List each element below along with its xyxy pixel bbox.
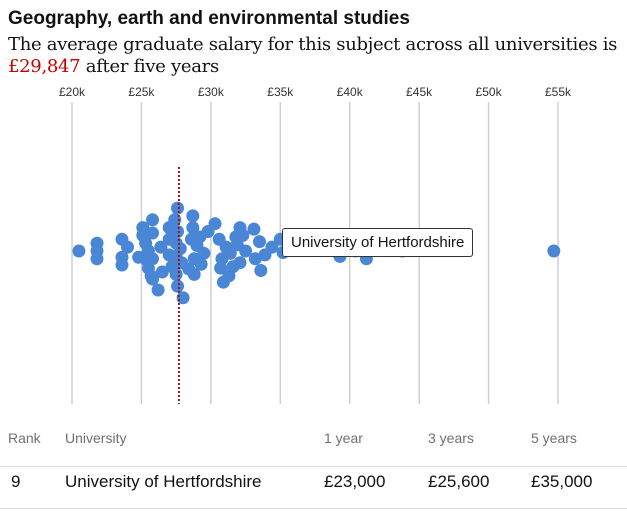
- university-dot-17[interactable]: [146, 213, 160, 227]
- university-dot-64[interactable]: [247, 222, 261, 236]
- university-dot-18[interactable]: [146, 226, 160, 240]
- col-header-3-years: 3 years: [428, 430, 474, 446]
- university-dot-37[interactable]: [176, 291, 190, 305]
- x-axis-ticks: £20k £25k £30k £35k £40k £45k £50k £55k: [59, 85, 572, 99]
- col-header-1-year: 1 year: [324, 430, 363, 446]
- university-dots: [72, 201, 561, 305]
- subtitle-suffix: after five years: [80, 56, 219, 77]
- university-dot-41[interactable]: [186, 221, 200, 235]
- col-header-rank: Rank: [8, 430, 41, 446]
- x-tick-label-4: £35k: [267, 85, 294, 99]
- average-salary: £29,847: [8, 56, 81, 77]
- university-dot-66[interactable]: [252, 235, 266, 249]
- row-university: University of Hertfordshire: [65, 472, 262, 491]
- tooltip-university: University of Hertfordshire: [282, 228, 474, 257]
- university-dot-22[interactable]: [154, 240, 168, 254]
- university-dot-65[interactable]: [248, 252, 262, 266]
- university-dot-60[interactable]: [233, 256, 247, 270]
- university-dot-31[interactable]: [169, 267, 183, 281]
- chart-subtitle: The average graduate salary for this sub…: [8, 34, 620, 78]
- university-dot-32[interactable]: [171, 201, 185, 215]
- x-tick-label-7: £50k: [476, 85, 503, 99]
- x-tick-label-5: £40k: [337, 85, 364, 99]
- university-dot-47[interactable]: [197, 246, 211, 260]
- subtitle-text: The average graduate salary for this sub…: [8, 34, 618, 55]
- salary-beeswarm-chart: £20k £25k £30k £35k £40k £45k £50k £55k: [59, 85, 572, 404]
- col-header-5-years: 5 years: [531, 430, 577, 446]
- x-tick-label-1: £20k: [59, 85, 86, 99]
- university-dot-1[interactable]: [72, 244, 86, 258]
- row-5-years-salary: £35,000: [531, 472, 593, 491]
- university-dot-8[interactable]: [115, 258, 129, 272]
- university-dot-33[interactable]: [171, 225, 185, 238]
- x-tick-label-3: £30k: [198, 85, 225, 99]
- university-dot-34[interactable]: [171, 279, 185, 293]
- col-header-university: University: [65, 430, 127, 446]
- row-1-year-salary: £23,000: [324, 472, 386, 491]
- x-tick-label-6: £45k: [406, 85, 433, 99]
- x-tick-label-2: £25k: [128, 85, 155, 99]
- university-dot-69[interactable]: [265, 240, 279, 254]
- university-dot-19[interactable]: [146, 252, 160, 266]
- row-rank: 9: [11, 472, 21, 491]
- university-dot-46[interactable]: [194, 257, 208, 271]
- university-dot-49[interactable]: [208, 217, 222, 231]
- university-dot-76[interactable]: [547, 244, 561, 258]
- table-bottom-rule: [0, 508, 627, 509]
- university-dot-67[interactable]: [254, 264, 268, 277]
- university-dot-23[interactable]: [155, 265, 169, 279]
- row-3-years-salary: £25,600: [428, 472, 490, 491]
- university-dot-63[interactable]: [239, 244, 253, 258]
- university-dot-20[interactable]: [146, 272, 160, 286]
- university-dot-35[interactable]: [173, 242, 187, 256]
- university-dot-6[interactable]: [121, 240, 135, 254]
- university-dot-40[interactable]: [186, 209, 200, 223]
- university-dot-62[interactable]: [236, 228, 250, 242]
- chart-title: Geography, earth and environmental studi…: [8, 8, 410, 29]
- university-dot-42[interactable]: [187, 267, 201, 281]
- university-dot-4[interactable]: [90, 244, 104, 258]
- x-tick-label-8: £55k: [545, 85, 572, 99]
- table-row-divider: [0, 466, 627, 467]
- university-dot-21[interactable]: [151, 283, 165, 297]
